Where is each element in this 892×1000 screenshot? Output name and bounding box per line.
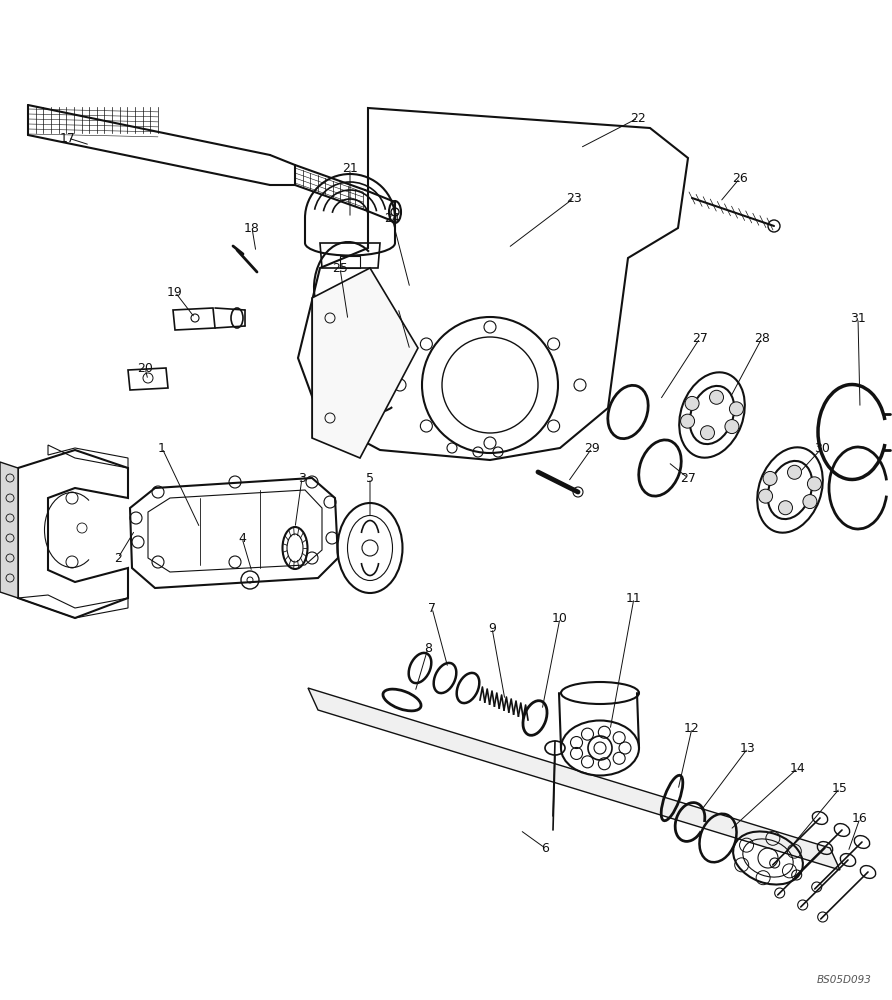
Circle shape — [763, 471, 777, 485]
Text: 20: 20 — [137, 361, 153, 374]
Text: 6: 6 — [541, 842, 549, 854]
Text: 16: 16 — [852, 812, 868, 824]
Text: 10: 10 — [552, 611, 568, 624]
Text: 4: 4 — [238, 532, 246, 544]
Text: 14: 14 — [790, 762, 805, 774]
Text: BS05D093: BS05D093 — [817, 975, 872, 985]
Text: 26: 26 — [732, 172, 747, 184]
Text: 18: 18 — [244, 222, 260, 234]
Text: 7: 7 — [428, 601, 436, 614]
Text: 2: 2 — [114, 552, 122, 564]
Text: 27: 27 — [692, 332, 708, 344]
Circle shape — [807, 477, 822, 491]
Circle shape — [725, 420, 739, 434]
Text: 12: 12 — [684, 722, 700, 734]
Text: 28: 28 — [754, 332, 770, 344]
Text: 11: 11 — [626, 591, 642, 604]
Text: 22: 22 — [630, 111, 646, 124]
Polygon shape — [312, 268, 418, 458]
Text: 3: 3 — [298, 472, 306, 485]
Text: 21: 21 — [343, 161, 358, 174]
Text: 8: 8 — [424, 642, 432, 654]
Text: 13: 13 — [740, 742, 756, 754]
Text: 30: 30 — [814, 442, 830, 454]
Circle shape — [700, 426, 714, 440]
Circle shape — [685, 396, 699, 410]
Circle shape — [803, 495, 817, 509]
Text: 5: 5 — [366, 472, 374, 485]
Circle shape — [730, 402, 743, 416]
Circle shape — [681, 414, 695, 428]
Text: 31: 31 — [850, 312, 866, 324]
Text: 27: 27 — [680, 472, 696, 485]
Circle shape — [709, 390, 723, 404]
Polygon shape — [308, 688, 840, 870]
Text: 23: 23 — [566, 192, 582, 205]
Text: 25: 25 — [332, 261, 348, 274]
Text: 17: 17 — [60, 131, 76, 144]
Circle shape — [758, 489, 772, 503]
Text: 15: 15 — [832, 782, 848, 794]
Text: 19: 19 — [167, 286, 183, 298]
Text: 24: 24 — [384, 212, 400, 225]
Text: 9: 9 — [488, 621, 496, 635]
Circle shape — [788, 465, 802, 479]
Text: 29: 29 — [584, 442, 600, 454]
Polygon shape — [0, 462, 18, 598]
Text: 1: 1 — [158, 442, 166, 454]
Circle shape — [779, 501, 792, 515]
